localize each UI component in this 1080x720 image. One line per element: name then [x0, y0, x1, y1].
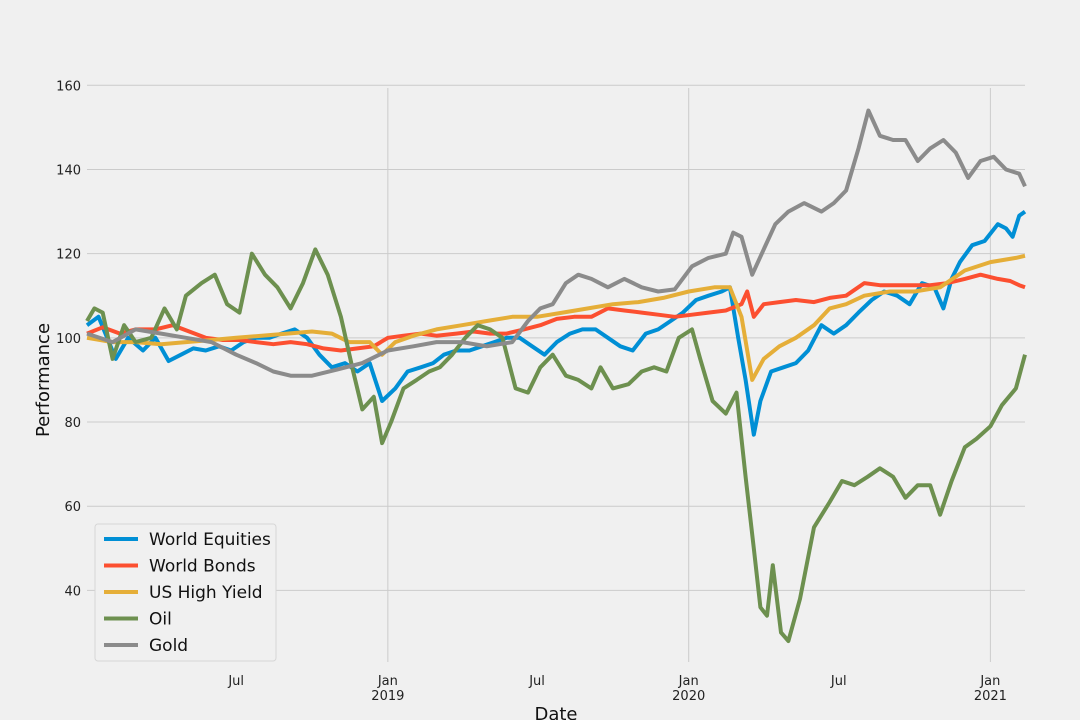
- y-tick-label: 40: [64, 584, 81, 599]
- x-tick-label: Jan: [979, 674, 1000, 689]
- y-tick-label: 160: [56, 79, 81, 94]
- y-tick-label: 60: [64, 500, 81, 515]
- y-tick-label: 80: [64, 416, 81, 431]
- series-line-us-high-yield: [86, 253, 1026, 382]
- y-tick-label: 100: [56, 332, 81, 347]
- x-tick-year-label: 2020: [672, 689, 705, 704]
- x-tick-label: Jul: [227, 674, 244, 689]
- legend-entry: World Bonds: [149, 557, 256, 577]
- series-line-oil: [85, 247, 1027, 643]
- x-tick-year-label: 2021: [974, 689, 1007, 704]
- x-tick-label: Jul: [528, 674, 545, 689]
- y-tick-label: 140: [56, 163, 81, 178]
- series-line-gold: [86, 108, 1027, 378]
- x-tick-label: Jan: [678, 674, 699, 689]
- y-tick-label: 120: [56, 248, 81, 263]
- legend-entry: World Equities: [149, 530, 271, 550]
- legend-entry: Oil: [149, 610, 172, 630]
- legend-entry: Gold: [149, 636, 188, 656]
- x-tick-label: Jul: [830, 674, 847, 689]
- y-axis-label: Performance: [33, 323, 54, 437]
- legend-entry: US High Yield: [149, 583, 263, 603]
- x-tick-year-label: 2019: [371, 689, 404, 704]
- x-axis-label: Date: [534, 704, 577, 720]
- grid-lines: [87, 84, 1025, 662]
- series-layer: [85, 108, 1027, 643]
- legend-box: [94, 523, 277, 662]
- legend: World Equities World Bonds US High Yield Oi…: [94, 523, 277, 662]
- series-line-world-bonds: [86, 272, 1026, 353]
- x-tick-label: Jan: [377, 674, 398, 689]
